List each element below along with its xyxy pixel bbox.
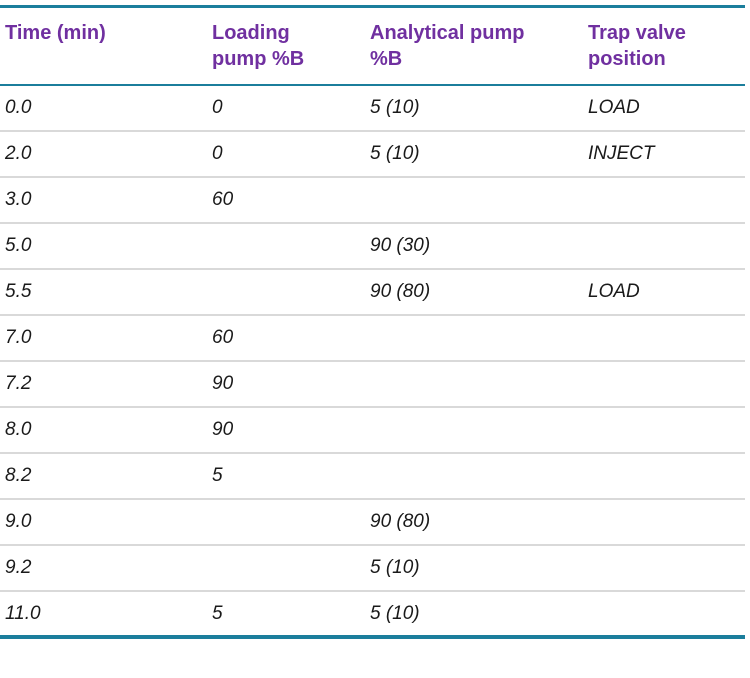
table-cell-trap-valve <box>583 407 745 454</box>
table-cell-trap-valve: INJECT <box>583 131 745 178</box>
table-cell-analytical-pump <box>365 361 583 408</box>
table-cell-analytical-pump: 5 (10) <box>365 131 583 178</box>
table-cell-analytical-pump <box>365 407 583 454</box>
table-row: 8.2 5 <box>0 453 745 500</box>
table-cell-analytical-pump: 90 (80) <box>365 269 583 316</box>
table-cell-time: 3.0 <box>0 177 207 224</box>
table-cell-time: 5.0 <box>0 223 207 270</box>
table-cell-analytical-pump: 5 (10) <box>365 85 583 132</box>
table-row: 5.0 90 (30) <box>0 223 745 270</box>
table-cell-time: 7.2 <box>0 361 207 408</box>
table-cell-time: 7.0 <box>0 315 207 362</box>
table-cell-loading-pump <box>207 545 365 592</box>
table-header-row: Time (min) Loading pump %B Analytical pump… <box>0 6 745 86</box>
table-cell-loading-pump: 0 <box>207 131 365 178</box>
table-cell-analytical-pump <box>365 177 583 224</box>
table-cell-time: 9.0 <box>0 499 207 546</box>
table-cell-loading-pump: 60 <box>207 315 365 362</box>
table-row: 3.0 60 <box>0 177 745 224</box>
table-cell-loading-pump: 5 <box>207 591 365 639</box>
table-cell-trap-valve <box>583 453 745 500</box>
table-cell-loading-pump <box>207 269 365 316</box>
table-cell-analytical-pump <box>365 315 583 362</box>
table-cell-time: 0.0 <box>0 85 207 132</box>
table-cell-trap-valve <box>583 177 745 224</box>
table-row: 11.0 5 5 (10) <box>0 591 745 639</box>
table-body: 0.0 0 5 (10) LOAD 2.0 0 5 (10) INJECT 3.0 60 5.0 90… <box>0 85 745 639</box>
table-cell-trap-valve: LOAD <box>583 85 745 132</box>
table-row: 8.0 90 <box>0 407 745 454</box>
table-cell-loading-pump: 0 <box>207 85 365 132</box>
table-cell-time: 2.0 <box>0 131 207 178</box>
column-header-loading-pump: Loading pump %B <box>207 6 365 86</box>
table-cell-time: 5.5 <box>0 269 207 316</box>
table-cell-trap-valve <box>583 223 745 270</box>
table-cell-analytical-pump <box>365 453 583 500</box>
table-cell-loading-pump <box>207 223 365 270</box>
gradient-method-table: Time (min) Loading pump %B Analytical pump… <box>0 5 745 639</box>
table-cell-analytical-pump: 90 (80) <box>365 499 583 546</box>
table-row: 2.0 0 5 (10) INJECT <box>0 131 745 178</box>
table-cell-trap-valve <box>583 591 745 639</box>
table-cell-loading-pump: 60 <box>207 177 365 224</box>
table-row: 9.2 5 (10) <box>0 545 745 592</box>
table-cell-trap-valve <box>583 315 745 362</box>
table-row: 5.5 90 (80) LOAD <box>0 269 745 316</box>
table-cell-loading-pump: 90 <box>207 361 365 408</box>
method-table-container: Time (min) Loading pump %B Analytical pump… <box>0 5 745 639</box>
table-cell-trap-valve <box>583 499 745 546</box>
table-cell-loading-pump: 5 <box>207 453 365 500</box>
table-cell-time: 8.2 <box>0 453 207 500</box>
table-cell-time: 11.0 <box>0 591 207 639</box>
table-cell-trap-valve <box>583 545 745 592</box>
table-row: 0.0 0 5 (10) LOAD <box>0 85 745 132</box>
table-cell-time: 8.0 <box>0 407 207 454</box>
column-header-time: Time (min) <box>0 6 207 86</box>
table-cell-analytical-pump: 90 (30) <box>365 223 583 270</box>
column-header-trap-valve: Trap valve position <box>583 6 745 86</box>
table-cell-time: 9.2 <box>0 545 207 592</box>
table-row: 7.0 60 <box>0 315 745 362</box>
table-cell-analytical-pump: 5 (10) <box>365 545 583 592</box>
table-row: 9.0 90 (80) <box>0 499 745 546</box>
table-cell-trap-valve: LOAD <box>583 269 745 316</box>
table-row: 7.2 90 <box>0 361 745 408</box>
table-cell-loading-pump <box>207 499 365 546</box>
table-cell-analytical-pump: 5 (10) <box>365 591 583 639</box>
table-cell-loading-pump: 90 <box>207 407 365 454</box>
column-header-analytical-pump: Analytical pump %B <box>365 6 583 86</box>
table-cell-trap-valve <box>583 361 745 408</box>
table-header: Time (min) Loading pump %B Analytical pump… <box>0 6 745 86</box>
